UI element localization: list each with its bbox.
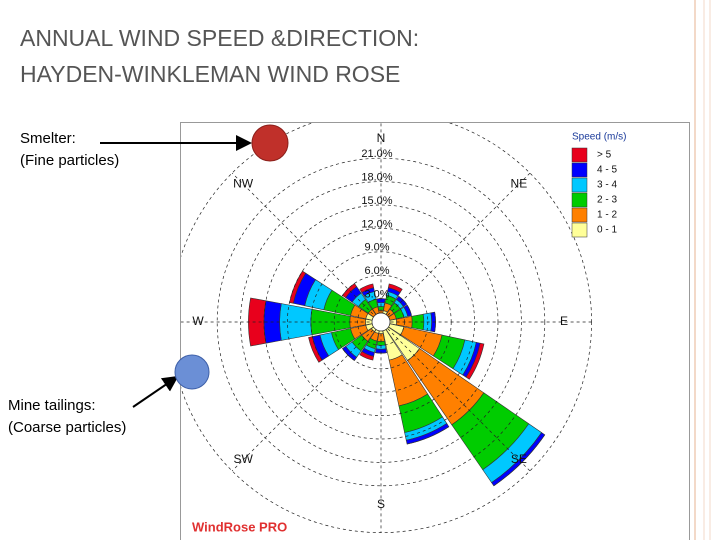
direction-label: S: [377, 497, 385, 511]
direction-label: SW: [233, 452, 253, 466]
annotation: Smelter:: [20, 130, 76, 147]
tailings-marker: [175, 355, 209, 389]
legend-swatch: [572, 148, 587, 162]
legend-label: > 5: [597, 150, 612, 161]
annotation: (Fine particles): [20, 152, 119, 169]
ring-label: 12.0%: [361, 218, 392, 230]
calm-circle: [372, 313, 390, 331]
ring-label: 6.0%: [364, 265, 389, 277]
legend-label: 0 - 1: [597, 225, 617, 236]
wedge-segment: [248, 298, 266, 346]
legend-swatch: [572, 223, 587, 237]
legend-swatch: [572, 178, 587, 192]
slide-title: ANNUAL WIND SPEED &DIRECTION:: [20, 25, 419, 51]
legend-label: 2 - 3: [597, 195, 617, 206]
arrow: [133, 377, 177, 407]
ring-label: 9.0%: [364, 242, 389, 254]
direction-label: SE: [511, 452, 527, 466]
legend-label: 4 - 5: [597, 165, 617, 176]
ring-label: 3.0%: [364, 289, 389, 301]
annotation: (Coarse particles): [8, 419, 126, 436]
direction-label: W: [192, 314, 204, 328]
legend-title: Speed (m/s): [572, 132, 626, 143]
slide-title: HAYDEN-WINKLEMAN WIND ROSE: [20, 61, 400, 87]
annotation: Mine tailings:: [8, 397, 96, 414]
ring-label: 18.0%: [361, 172, 392, 184]
direction-label: NW: [233, 176, 254, 190]
legend-swatch: [572, 163, 587, 177]
smelter-marker: [252, 125, 288, 161]
direction-label: N: [377, 131, 386, 145]
footer: WindRose PRO: [192, 519, 287, 534]
ring-label: 21.0%: [361, 148, 392, 160]
legend-label: 1 - 2: [597, 210, 617, 221]
direction-label: E: [560, 314, 568, 328]
legend-swatch: [572, 208, 587, 222]
legend-swatch: [572, 193, 587, 207]
direction-label: NE: [511, 176, 528, 190]
legend-label: 3 - 4: [597, 180, 617, 191]
ring-label: 15.0%: [361, 195, 392, 207]
